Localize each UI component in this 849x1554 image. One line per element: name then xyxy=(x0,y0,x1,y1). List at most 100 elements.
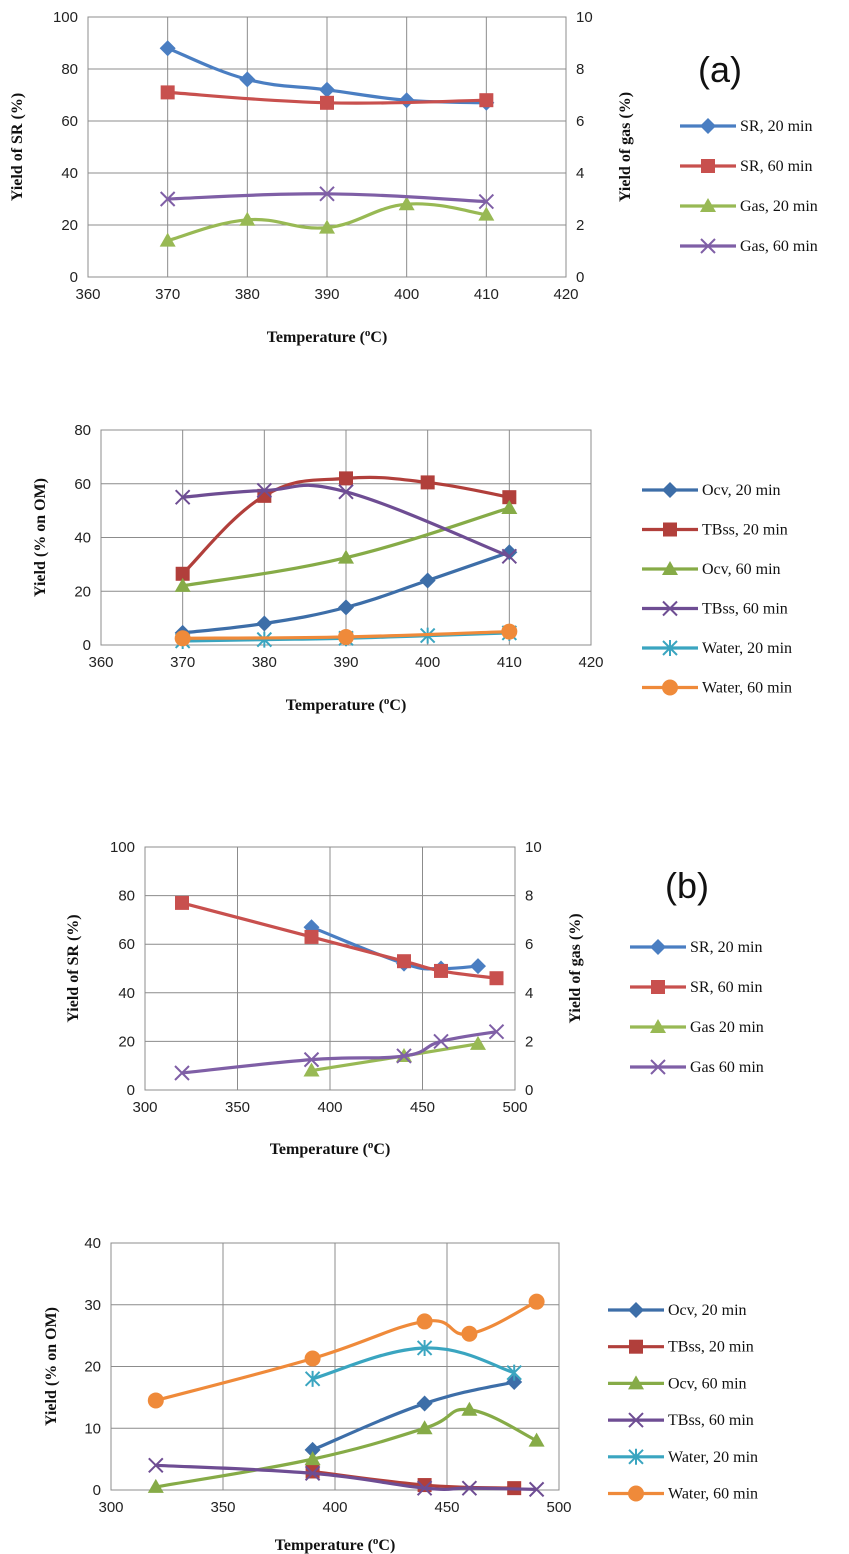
legend-label: TBss, 60 min xyxy=(668,1412,754,1429)
x-tick-label: 300 xyxy=(132,1099,157,1116)
legend-entry: Ocv, 20 min xyxy=(642,482,781,499)
data-point xyxy=(256,615,273,632)
y-tick-label: 0 xyxy=(93,1482,101,1499)
legend-marker xyxy=(663,522,677,537)
data-point xyxy=(175,566,190,581)
legend-entry: SR, 60 min xyxy=(630,979,762,996)
series-line xyxy=(155,1407,538,1489)
plot-frame xyxy=(87,16,567,278)
legend-label: Ocv, 20 min xyxy=(702,482,781,499)
series-water-20-min xyxy=(304,1339,522,1387)
y-tick-label: 20 xyxy=(61,217,78,234)
data-point xyxy=(396,1048,412,1064)
data-point xyxy=(416,1395,433,1412)
legend-entry: Water, 60 min xyxy=(608,1485,758,1503)
legend-label: Gas, 60 min xyxy=(740,238,818,255)
legend-entry: Water, 20 min xyxy=(608,1448,758,1466)
legend-label: SR, 20 min xyxy=(690,939,762,956)
y2-tick-label: 8 xyxy=(576,61,584,78)
legend-entry: Gas 20 min xyxy=(630,1019,764,1036)
data-point xyxy=(338,599,354,616)
series-line xyxy=(182,483,510,558)
legend-label: Ocv, 60 min xyxy=(702,561,781,578)
data-point xyxy=(174,577,191,592)
data-point xyxy=(461,1325,478,1342)
data-point xyxy=(239,211,256,226)
chart1: 360 370 380 390 400 410 4200204060801000246810… xyxy=(9,9,818,346)
y-axis-label: Yield (% on OM) xyxy=(43,1307,60,1426)
legend-label: Ocv, 60 min xyxy=(668,1375,747,1392)
x-tick-label: 400 xyxy=(317,1099,342,1116)
series-tbss-20-min xyxy=(175,471,517,581)
plot-frame xyxy=(110,1242,560,1491)
y2-tick-label: 4 xyxy=(525,985,533,1002)
y-tick-label: 20 xyxy=(118,1033,135,1050)
x-tick-label: 420 xyxy=(578,654,603,671)
x-tick-label: 380 xyxy=(235,286,260,303)
x-tick-label: 360 xyxy=(88,654,113,671)
data-point xyxy=(303,1062,320,1077)
data-point xyxy=(174,1065,190,1081)
data-point xyxy=(478,193,495,210)
panel-label: (a) xyxy=(698,49,742,90)
data-point xyxy=(256,631,273,648)
gridlines xyxy=(87,16,567,278)
y-tick-label: 60 xyxy=(74,476,91,493)
data-point xyxy=(528,1481,545,1498)
y2-tick-label: 10 xyxy=(525,839,542,856)
series-water-60-min xyxy=(174,623,518,647)
legend-marker xyxy=(700,238,716,254)
x-tick-label: 450 xyxy=(434,1499,459,1516)
x-tick-label: 420 xyxy=(553,286,578,303)
data-point xyxy=(174,630,191,647)
plot-frame xyxy=(144,846,516,1091)
legend-marker xyxy=(650,939,666,955)
y-tick-label: 80 xyxy=(118,888,135,905)
legend-entry: Water, 20 min xyxy=(642,640,792,657)
data-point xyxy=(304,929,319,944)
series-water-60-min xyxy=(147,1293,545,1409)
data-point xyxy=(148,1457,164,1474)
data-point xyxy=(174,489,191,505)
x-tick-label: 370 xyxy=(170,654,195,671)
data-point xyxy=(478,206,495,221)
data-point xyxy=(501,544,518,561)
legend-entry: TBss, 60 min xyxy=(642,601,788,618)
x-tick-label: 360 xyxy=(75,286,100,303)
series-tbss-60-min xyxy=(148,1457,545,1498)
series-tbss-20-min xyxy=(305,1464,522,1496)
data-point xyxy=(461,1480,478,1496)
y2-tick-label: 8 xyxy=(525,888,533,905)
data-point xyxy=(506,1364,522,1381)
data-point xyxy=(398,196,415,211)
data-point xyxy=(159,191,176,207)
x-tick-label: 400 xyxy=(394,286,419,303)
y2-tick-label: 4 xyxy=(576,165,584,182)
x-tick-label: 500 xyxy=(502,1099,527,1116)
series-sr-20-min xyxy=(303,919,486,977)
legend-marker xyxy=(650,1059,666,1075)
legend-entry: Water, 60 min xyxy=(642,679,792,697)
legend-marker xyxy=(629,1339,643,1354)
gridlines xyxy=(100,429,592,646)
legend-marker xyxy=(628,1375,644,1390)
legend-entry: SR, 60 min xyxy=(680,158,812,175)
x-tick-label: 300 xyxy=(98,1499,123,1516)
y-tick-label: 100 xyxy=(53,9,78,26)
data-point xyxy=(479,93,494,108)
y-tick-label: 60 xyxy=(61,113,78,130)
x-axis-label: Temperature (oC) xyxy=(275,1535,396,1554)
series-line xyxy=(310,925,479,971)
y-tick-label: 80 xyxy=(61,61,78,78)
legend-entry: TBss, 60 min xyxy=(608,1412,754,1429)
data-point xyxy=(528,1293,545,1310)
data-point xyxy=(434,963,448,978)
data-point xyxy=(501,623,518,640)
x-tick-label: 400 xyxy=(415,654,440,671)
y-tick-label: 10 xyxy=(84,1420,101,1437)
legend-marker xyxy=(662,561,678,575)
legend-marker xyxy=(700,198,716,212)
series-sr-60-min xyxy=(175,895,504,986)
legend-entry: TBss, 20 min xyxy=(608,1339,754,1356)
y2-tick-label: 6 xyxy=(525,936,533,953)
